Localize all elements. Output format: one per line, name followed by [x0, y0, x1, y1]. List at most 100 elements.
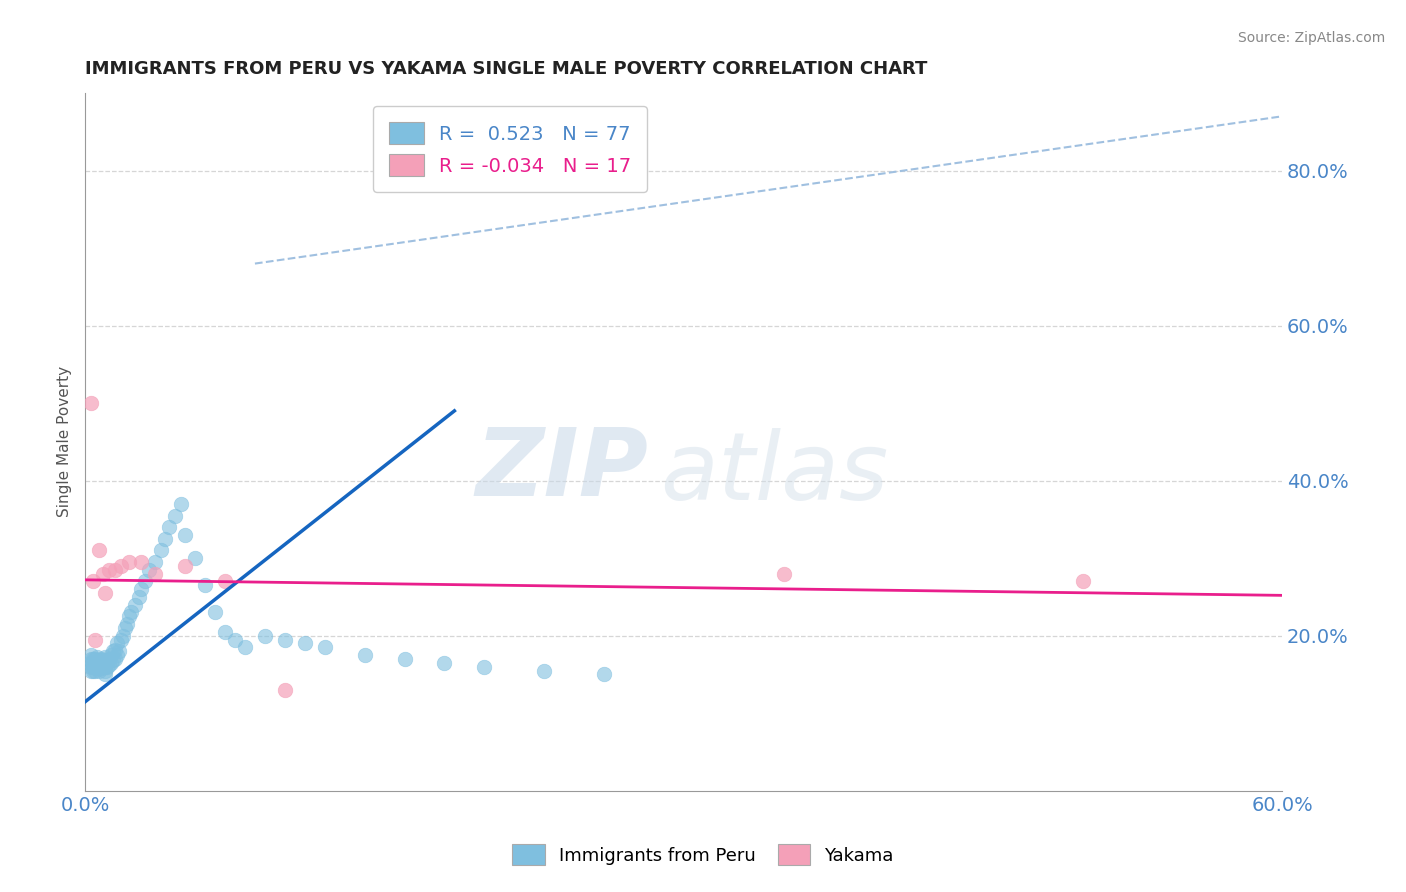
Point: [80, 656, 103, 670]
Point: [84, 664, 107, 678]
Point: [170, 497, 193, 511]
Point: [134, 574, 156, 589]
Point: [86, 661, 108, 675]
Point: [138, 563, 160, 577]
Point: [214, 574, 236, 589]
Point: [274, 682, 297, 697]
Point: [593, 667, 616, 681]
Point: [94, 667, 117, 681]
Point: [89, 664, 111, 678]
Point: [110, 632, 132, 647]
Point: [80, 652, 103, 666]
Point: [118, 555, 141, 569]
Point: [394, 652, 416, 666]
Point: [224, 632, 246, 647]
Point: [86, 658, 108, 673]
Point: [103, 653, 125, 667]
Point: [118, 609, 141, 624]
Point: [533, 664, 555, 678]
Point: [82, 664, 104, 678]
Point: [84, 632, 107, 647]
Point: [86, 650, 108, 665]
Point: [294, 636, 316, 650]
Point: [314, 640, 336, 655]
Point: [150, 543, 173, 558]
Point: [129, 555, 152, 569]
Point: [94, 650, 117, 665]
Point: [1071, 574, 1094, 589]
Point: [80, 396, 103, 410]
Point: [112, 629, 135, 643]
Point: [98, 658, 121, 673]
Point: [165, 508, 187, 523]
Point: [94, 586, 117, 600]
Point: [204, 606, 226, 620]
Point: [253, 629, 276, 643]
Point: [105, 636, 128, 650]
Point: [110, 558, 132, 573]
Point: [84, 656, 107, 670]
Point: [96, 659, 118, 673]
Text: IMMIGRANTS FROM PERU VS YAKAMA SINGLE MALE POVERTY CORRELATION CHART: IMMIGRANTS FROM PERU VS YAKAMA SINGLE MA…: [86, 60, 928, 78]
Point: [143, 555, 166, 569]
Point: [82, 659, 104, 673]
Point: [157, 520, 180, 534]
Point: [233, 640, 256, 655]
Point: [90, 652, 112, 666]
Point: [82, 652, 104, 666]
Point: [174, 528, 197, 542]
Point: [274, 632, 297, 647]
Point: [433, 656, 456, 670]
Point: [105, 648, 128, 662]
Point: [353, 648, 375, 662]
Text: atlas: atlas: [659, 428, 889, 519]
Point: [89, 543, 111, 558]
Legend: Immigrants from Peru, Yakama: Immigrants from Peru, Yakama: [505, 837, 901, 872]
Point: [91, 566, 114, 581]
Point: [174, 558, 197, 573]
Point: [103, 644, 125, 658]
Point: [82, 574, 104, 589]
Text: Source: ZipAtlas.com: Source: ZipAtlas.com: [1237, 31, 1385, 45]
Point: [94, 664, 117, 678]
Point: [108, 644, 131, 658]
Text: ZIP: ZIP: [475, 424, 648, 516]
Point: [120, 606, 142, 620]
Point: [89, 653, 111, 667]
Point: [117, 617, 139, 632]
Point: [104, 563, 127, 577]
Point: [129, 582, 152, 596]
Legend: R =  0.523   N = 77, R = -0.034   N = 17: R = 0.523 N = 77, R = -0.034 N = 17: [374, 106, 647, 192]
Point: [153, 532, 176, 546]
Point: [98, 563, 121, 577]
Point: [90, 657, 112, 672]
Point: [100, 656, 122, 670]
Point: [214, 624, 236, 639]
Point: [80, 659, 103, 673]
Point: [143, 566, 166, 581]
Point: [128, 590, 150, 604]
Point: [96, 653, 118, 667]
Point: [124, 598, 146, 612]
Point: [94, 659, 117, 673]
Point: [104, 642, 127, 657]
Point: [84, 659, 107, 673]
Point: [82, 656, 104, 670]
Point: [84, 652, 107, 666]
Point: [86, 655, 108, 669]
Point: [80, 648, 103, 662]
Point: [89, 659, 111, 673]
Point: [194, 578, 217, 592]
Point: [472, 659, 495, 673]
Y-axis label: Single Male Poverty: Single Male Poverty: [58, 367, 72, 517]
Point: [91, 659, 114, 673]
Point: [100, 648, 122, 662]
Point: [114, 621, 136, 635]
Point: [90, 661, 112, 675]
Point: [80, 664, 103, 678]
Point: [184, 551, 207, 566]
Point: [98, 652, 121, 666]
Point: [772, 566, 794, 581]
Point: [104, 652, 127, 666]
Point: [94, 656, 117, 670]
